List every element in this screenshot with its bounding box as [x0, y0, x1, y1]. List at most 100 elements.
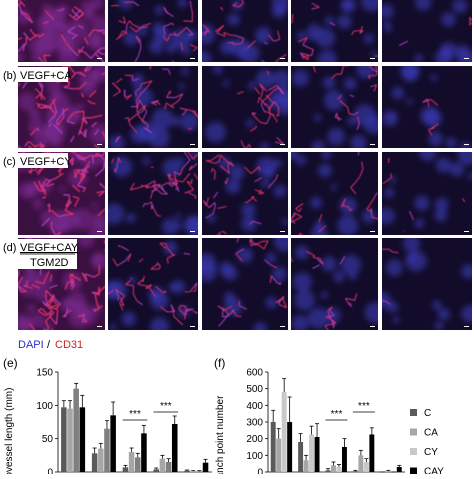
- nucleus-glow: [260, 142, 269, 151]
- nucleus-glow: [310, 197, 322, 209]
- nucleus-glow: [179, 83, 185, 89]
- y-tick-label: 0: [257, 468, 263, 475]
- vessel: [167, 311, 175, 312]
- vessel: [237, 316, 242, 317]
- micrograph: [91, 238, 198, 336]
- nucleus-glow: [321, 292, 328, 299]
- bar: [287, 422, 292, 472]
- y-tick-label: 0: [47, 468, 53, 475]
- vessel: [29, 336, 34, 338]
- scale-bar: [190, 58, 195, 59]
- vessel: [125, 90, 126, 98]
- nucleus-glow: [438, 308, 450, 320]
- nucleus-glow: [166, 42, 177, 53]
- vessel: [192, 62, 194, 66]
- nucleus-glow: [28, 119, 44, 135]
- nucleus-glow: [122, 312, 136, 326]
- nucleus-glow: [205, 122, 226, 143]
- vessel: [90, 155, 99, 156]
- nucleus-glow: [331, 184, 337, 190]
- nucleus-glow: [229, 165, 245, 181]
- scale-bar: [370, 144, 375, 145]
- y-axis-label: Microvessel length (mm): [4, 388, 15, 474]
- nucleus-glow: [436, 157, 451, 172]
- vessel: [22, 63, 29, 66]
- nucleus-glow: [384, 21, 391, 28]
- vessel: [239, 301, 240, 304]
- vessel: [83, 111, 84, 117]
- nucleus-glow: [407, 98, 413, 104]
- vessel: [265, 111, 266, 112]
- nucleus-glow: [371, 51, 378, 58]
- nucleus-glow: [69, 292, 86, 309]
- nucleus-glow: [175, 213, 181, 219]
- nucleus-glow: [382, 110, 398, 126]
- vessel: [17, 281, 18, 285]
- bar: [92, 453, 98, 472]
- nucleus-glow: [91, 253, 103, 265]
- nucleus-glow: [152, 108, 173, 129]
- nucleus-glow: [415, 219, 425, 229]
- nucleus-glow: [450, 162, 465, 177]
- micrograph: [382, 61, 472, 153]
- legend-label: CY: [424, 447, 438, 458]
- vessel: [106, 161, 107, 170]
- legend-swatch: [410, 448, 417, 455]
- nucleus-glow: [435, 322, 444, 331]
- bar: [172, 424, 178, 472]
- nucleus-glow: [171, 116, 180, 125]
- nucleus-glow: [337, 215, 358, 236]
- nucleus-glow: [273, 70, 290, 87]
- bar: [98, 449, 104, 472]
- scale-bar: [280, 58, 285, 59]
- vessel: [45, 304, 47, 305]
- nucleus-glow: [321, 149, 331, 159]
- nucleus-glow: [415, 54, 424, 63]
- vessel: [188, 34, 193, 35]
- panel-letter: (c): [3, 156, 16, 168]
- y-tick-label: 50: [42, 434, 54, 445]
- vessel: [51, 147, 60, 152]
- nucleus-glow: [323, 77, 335, 89]
- charts: (e)Microvessel length (mm)050100150*****…: [3, 356, 444, 474]
- condition-label: VEGF+CAY: [20, 242, 79, 254]
- condition-extra: TGM2D: [30, 257, 69, 269]
- bar: [304, 460, 309, 472]
- bar: [271, 422, 276, 472]
- bar: [141, 433, 147, 472]
- legend-label: CA: [424, 428, 438, 439]
- stain-separator: /: [47, 339, 51, 351]
- bar: [203, 463, 209, 472]
- vessel: [151, 284, 152, 286]
- vessel: [51, 222, 52, 227]
- micrograph: [196, 229, 294, 336]
- vessel: [69, 195, 70, 203]
- nucleus-glow: [213, 64, 223, 74]
- vessel: [157, 216, 161, 217]
- legend-swatch: [410, 409, 417, 416]
- nucleus-glow: [282, 218, 289, 225]
- nucleus-glow: [13, 52, 24, 63]
- nucleus-glow: [246, 119, 254, 127]
- micrograph: [369, 235, 474, 331]
- vessel: [92, 65, 96, 66]
- vessel: [180, 306, 185, 307]
- vessel: [262, 241, 268, 242]
- vessel: [118, 297, 119, 300]
- y-tick-label: 300: [246, 418, 263, 429]
- scale-bar: [97, 58, 102, 59]
- nucleus-glow: [316, 28, 335, 47]
- nucleus-glow: [401, 64, 419, 82]
- nucleus-glow: [162, 218, 179, 235]
- bar: [153, 469, 159, 472]
- nucleus-glow: [258, 35, 264, 41]
- nucleus-glow: [142, 157, 150, 165]
- bar: [397, 467, 402, 472]
- bar: [331, 465, 336, 472]
- vessel: [323, 331, 329, 332]
- nucleus-glow: [273, 159, 282, 168]
- nucleus-glow: [44, 121, 66, 143]
- vessel: [99, 62, 104, 66]
- nucleus-glow: [155, 5, 164, 14]
- legend-label: CAY: [424, 467, 444, 475]
